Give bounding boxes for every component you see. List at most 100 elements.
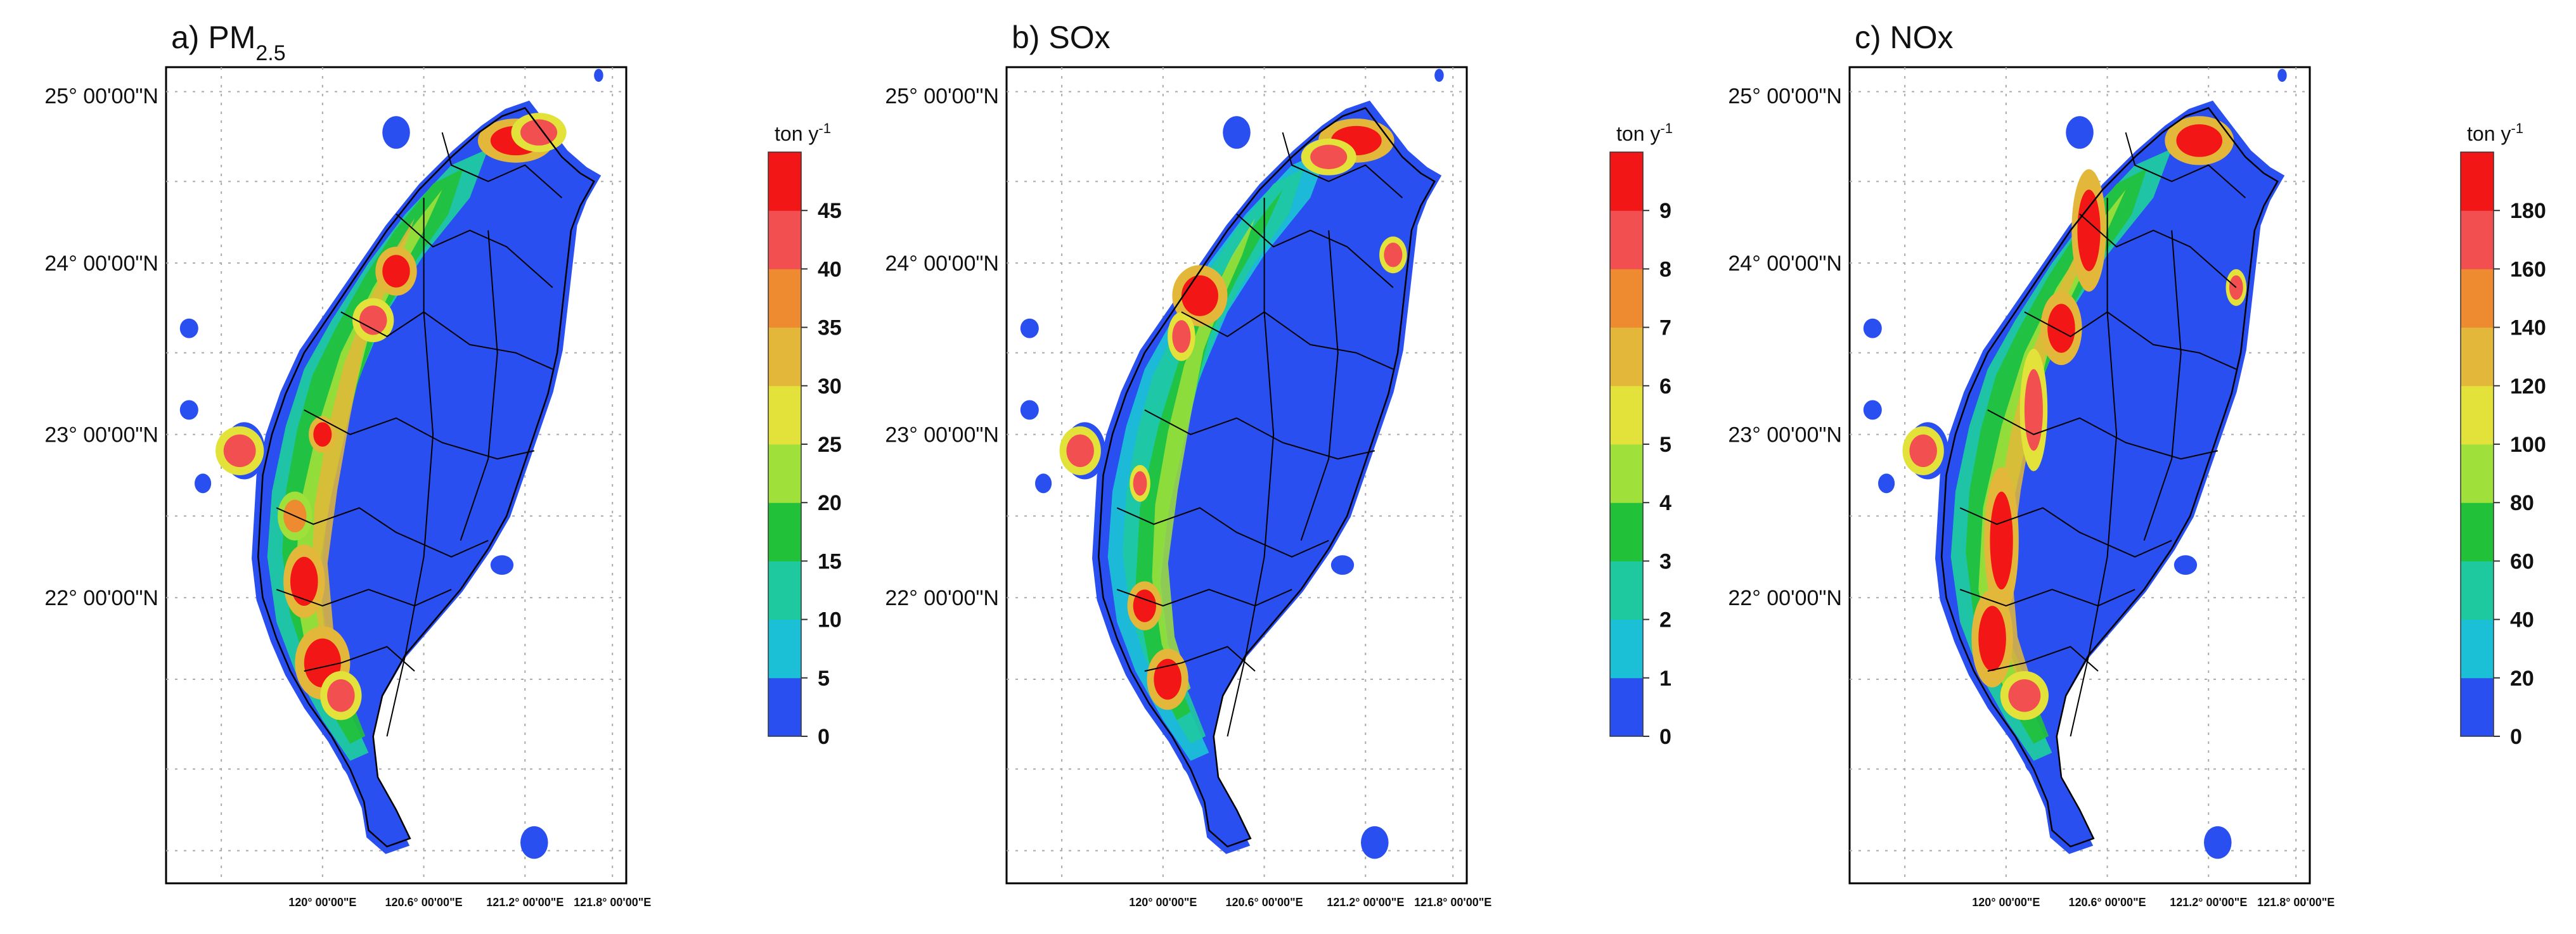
county-boundary	[1300, 230, 1339, 541]
colorbar-tick-label: 20	[818, 491, 842, 515]
lat-tick-label: 25° 00'00"N	[885, 84, 999, 108]
lat-tick-label: 23° 00'00"N	[44, 423, 158, 447]
colorbar-swatch	[1610, 561, 1643, 620]
colorbar-swatch	[2461, 327, 2494, 387]
lat-tick-label: 22° 00'00"N	[885, 586, 999, 610]
emission-hotspot	[2024, 369, 2043, 451]
emission-hotspot	[1133, 471, 1147, 496]
lon-tick-label: 121.2° 00'00"E	[1327, 896, 1404, 909]
colorbar-swatch	[1610, 210, 1643, 269]
colorbar-unit-text: ton y	[1616, 122, 1660, 145]
island-emission-patch	[2066, 116, 2094, 149]
lon-tick-label: 120.6° 00'00"E	[1226, 896, 1303, 909]
county-boundary	[2024, 311, 2237, 370]
emission-hotspot	[1909, 434, 1937, 468]
colorbar-tick-label: 9	[1659, 199, 1671, 223]
emission-hotspot	[2008, 679, 2041, 712]
island-emission-patch	[1361, 826, 1389, 859]
colorbar-tick-label: 40	[818, 257, 842, 281]
island-emission-patch	[1863, 318, 1882, 338]
island-emission-patch	[1330, 555, 1355, 575]
lon-tick-label: 121.2° 00'00"E	[486, 896, 564, 909]
coastline	[257, 106, 595, 848]
panel-title-prefix: b) SOx	[1012, 20, 1111, 55]
lat-tick-label: 24° 00'00"N	[1728, 252, 1842, 276]
colorbar-unit: ton y-1	[2467, 120, 2523, 146]
colorbar-swatch	[2461, 269, 2494, 328]
colorbar-swatch	[768, 561, 801, 620]
island-emission-patch	[2174, 555, 2198, 575]
colorbar-tick-label: 100	[2510, 433, 2546, 457]
colorbar-swatch	[2461, 619, 2494, 679]
emission-hotspot	[1154, 658, 1182, 700]
colorbar-tick-label: 10	[818, 608, 842, 632]
island-emission-patch	[520, 826, 548, 859]
colorbar-swatch	[2461, 561, 2494, 620]
colorbar-swatch	[2461, 210, 2494, 269]
island-emission-patch	[594, 68, 603, 82]
colorbar-swatch	[768, 677, 801, 737]
lon-tick-label: 121.8° 00'00"E	[1414, 896, 1491, 909]
colorbar-tick-label: 15	[818, 549, 842, 573]
colorbar-swatch	[1610, 502, 1643, 561]
colorbar-swatch	[2461, 677, 2494, 737]
panel-title-prefix: a) PM	[171, 20, 255, 55]
island-emission-patch	[382, 116, 410, 149]
lon-tick-label: 121.2° 00'00"E	[2170, 896, 2247, 909]
emission-hotspot	[359, 305, 387, 335]
emission-hotspot	[1172, 320, 1191, 353]
colorbar-tick-label: 8	[1659, 257, 1671, 281]
colorbar-swatch	[1610, 152, 1643, 211]
colorbar-swatch	[768, 152, 801, 211]
colorbar-unit: ton y-1	[775, 120, 831, 146]
colorbar-swatch	[1610, 269, 1643, 328]
colorbar-tick-label: 30	[818, 374, 842, 399]
colorbar-tick-label: 40	[2510, 608, 2534, 632]
lon-tick-label: 120.6° 00'00"E	[2069, 896, 2146, 909]
colorbar-tick-label: 120	[2510, 374, 2546, 399]
colorbar-swatch	[1610, 444, 1643, 503]
colorbar-unit-text: ton y	[775, 122, 818, 145]
panel-title: b) SOx	[1012, 20, 1111, 55]
county-boundary	[1987, 409, 2219, 460]
colorbar-tick-label: 45	[818, 199, 842, 223]
colorbar-tick-label: 140	[2510, 316, 2546, 340]
colorbar-swatch	[768, 502, 801, 561]
county-boundary	[1144, 409, 1375, 460]
county-boundary	[1959, 507, 2172, 558]
county-boundary	[2125, 132, 2246, 198]
island-emission-patch	[1878, 473, 1895, 494]
colorbar-tick-label: 20	[2510, 667, 2534, 691]
emission-hotspot	[2229, 275, 2243, 300]
county-boundary	[1116, 589, 1292, 607]
emission-hotspot	[1990, 491, 2013, 590]
emission-hotspot	[1066, 434, 1094, 468]
county-boundary	[441, 132, 563, 198]
county-boundary	[276, 589, 452, 607]
emission-band-core	[311, 218, 415, 696]
county-boundary	[304, 409, 535, 460]
coastline	[1940, 106, 2279, 848]
county-boundary	[2070, 198, 2118, 737]
emission-hotspot	[2077, 189, 2101, 271]
island-emission-patch	[2204, 826, 2232, 859]
colorbar-tick-label: 25	[818, 433, 842, 457]
emission-hotspot	[223, 434, 256, 468]
colorbar-tick-label: 5	[1659, 433, 1671, 457]
colorbar-tick-label: 160	[2510, 257, 2546, 281]
emission-hotspot	[2176, 124, 2223, 157]
county-boundary	[1987, 646, 2099, 672]
lon-tick-label: 120° 00'00"E	[288, 896, 356, 909]
county-boundary	[340, 311, 553, 370]
colorbar-swatch	[768, 269, 801, 328]
map-panel-nox: c) NOx 25° 00'00"N 24° 00'00"N 23° 00'00"N 2…	[1728, 20, 2546, 909]
panel-title: a) PM2.5	[171, 20, 286, 65]
lon-tick-label: 120° 00'00"E	[1129, 896, 1197, 909]
colorbar-tick-label: 0	[2510, 725, 2522, 749]
island-emission-patch	[1020, 318, 1039, 338]
emission-hotspot	[1310, 144, 1348, 169]
island-emission-patch	[195, 473, 212, 494]
colorbar-tick-label: 60	[2510, 549, 2534, 573]
colorbar-swatch	[768, 619, 801, 679]
panel-title: c) NOx	[1855, 20, 1954, 55]
